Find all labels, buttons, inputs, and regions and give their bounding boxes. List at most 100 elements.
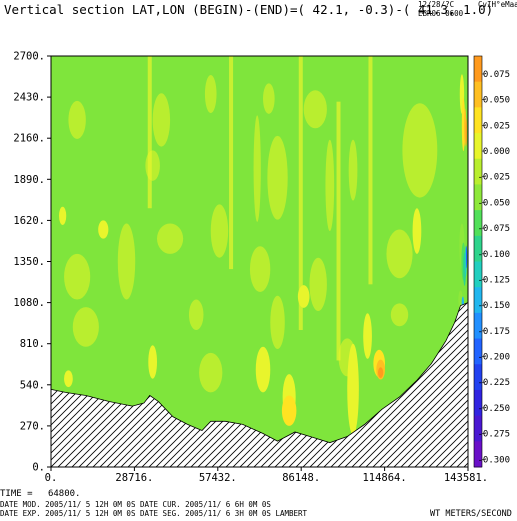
- colorbar-label-15: -0.300: [477, 455, 510, 465]
- contour-low-20: [188, 299, 204, 330]
- contour-high-29: [98, 220, 109, 239]
- contour-high-26: [363, 313, 372, 359]
- contour-low-10: [402, 103, 438, 198]
- contour-streak-1: [229, 56, 234, 270]
- y-tick-label-2: 540.: [20, 379, 45, 391]
- contour-low-14: [210, 204, 229, 258]
- x-tick-label-1: 28716.: [115, 472, 153, 484]
- y-tick-label-9: 2430.: [13, 92, 45, 104]
- x-tick-label-2: 57432.: [199, 472, 237, 484]
- contour-high-39: [461, 97, 466, 152]
- time-label: TIME =: [0, 489, 33, 499]
- colorbar-swatch-11: [474, 338, 482, 365]
- terrain-mask: [50, 302, 469, 468]
- stamp-date: 12/28/?C: [418, 0, 455, 9]
- x-tick-label-0: 0.: [45, 472, 58, 484]
- vertical-section-plot: 0. 270. 540. 810. 1080. 1350. 1620. 1890. 2160. 2…: [13, 51, 510, 485]
- contour-low-6: [267, 135, 288, 220]
- contour-low-21: [390, 303, 409, 327]
- contour-low-47: [458, 290, 463, 309]
- colorbar-label-14: -0.275: [477, 430, 510, 440]
- colorbar: 0.075 0.050 0.025 0.000 -0.025 -0.050 -0.075 -0…: [473, 55, 510, 468]
- colorbar-label-13: -0.250: [477, 404, 510, 414]
- colorbar-label-6: -0.075: [477, 224, 510, 234]
- contour-low-2: [152, 93, 171, 147]
- y-tick-label-10: 2700.: [13, 51, 45, 63]
- contour-low-12: [117, 223, 136, 300]
- contour-high-27: [412, 208, 422, 254]
- contour-high-34: [281, 395, 297, 426]
- contour-high-31: [255, 346, 271, 393]
- contour-high-37: [378, 367, 384, 378]
- colorbar-swatch-8: [474, 261, 482, 288]
- y-tick-label-7: 1890.: [13, 174, 45, 186]
- contour-low-5: [263, 83, 275, 114]
- y-tick-label-5: 1350.: [13, 256, 45, 268]
- contour-low-0: [68, 100, 86, 139]
- colorbar-label-9: -0.150: [477, 301, 510, 311]
- colorbar-swatch-10: [474, 312, 482, 340]
- contour-low-7: [303, 90, 327, 129]
- colorbar-swatch-3: [474, 133, 482, 160]
- stamp-user: CvIH°eMaa: [478, 0, 517, 9]
- contour-low-9: [348, 139, 358, 201]
- contour-low-13: [157, 223, 184, 254]
- contour-low-46: [466, 245, 468, 269]
- footer-info: TIME = 64800. DATE MOD. 2005/11/ 5 12H 0…: [0, 489, 308, 519]
- colorbar-label-1: 0.050: [483, 96, 510, 106]
- contour-low-19: [72, 307, 99, 347]
- colorbar-label-8: -0.125: [477, 275, 510, 285]
- x-tick-label-5: 143581.: [444, 472, 488, 484]
- colorbar-swatch-15: [474, 441, 482, 468]
- contour-low-16: [270, 295, 285, 350]
- chart-title: Vertical section LAT,LON (BEGIN)-(END)=(…: [4, 2, 494, 17]
- contour-low-1: [145, 150, 160, 181]
- y-tick-label-1: 270.: [20, 420, 45, 432]
- contour-low-15: [249, 246, 271, 292]
- colorbar-swatch-0: [474, 56, 482, 83]
- contour-high-25: [347, 343, 359, 436]
- colorbar-swatch-12: [474, 364, 482, 391]
- y-tick-label-3: 810.: [20, 338, 45, 350]
- contour-high-40: [464, 108, 467, 147]
- colorbar-label-11: -0.200: [477, 353, 510, 363]
- date-line-1: DATE MOD. 2005/11/ 5 12H 0M 0S DATE CUR.…: [0, 499, 271, 509]
- colorbar-label-2: 0.025: [483, 121, 510, 131]
- time-value: 64800.: [47, 489, 81, 499]
- colorbar-swatch-14: [474, 415, 482, 442]
- x-tick-label-3: 86148.: [282, 472, 320, 484]
- colorbar-label-7: -0.100: [477, 250, 510, 260]
- contour-high-33: [64, 370, 73, 388]
- stamp-run: EBR06 0600: [418, 9, 464, 18]
- contour-streak-0: [147, 56, 152, 209]
- colorbar-swatch-13: [474, 389, 482, 417]
- units-label: WT METERS/SECOND: [430, 509, 512, 519]
- colorbar-swatch-1: [474, 81, 482, 108]
- contour-streak-4: [368, 56, 373, 285]
- contour-streak-3: [336, 101, 341, 361]
- x-tick-label-4: 114864.: [362, 472, 406, 484]
- colorbar-label-4: -0.025: [477, 173, 510, 183]
- contour-low-3: [204, 75, 217, 114]
- contour-low-18: [386, 229, 413, 279]
- contour-low-4: [253, 115, 261, 222]
- colorbar-swatch-5: [474, 184, 482, 211]
- header-stamp: 12/28/?C EBR06 0600: [418, 0, 463, 18]
- contour-low-22: [199, 352, 223, 393]
- colorbar-swatch-7: [474, 235, 482, 262]
- colorbar-label-3: 0.000: [483, 147, 510, 157]
- y-tick-label-8: 2160.: [13, 133, 45, 145]
- x-axis: 0. 28716. 57432. 86148. 114864. 143581.: [45, 467, 488, 484]
- contour-high-28: [58, 206, 67, 225]
- colorbar-label-5: -0.050: [477, 198, 510, 208]
- contour-high-32: [148, 345, 158, 379]
- y-axis: 0. 270. 540. 810. 1080. 1350. 1620. 1890. 2160. 2…: [13, 51, 51, 474]
- colorbar-label-0: 0.075: [483, 70, 510, 80]
- contour-low-8: [325, 139, 335, 232]
- colorbar-swatch-6: [474, 210, 482, 237]
- date-line-2: DATE EXP. 2005/11/ 5 12H 0M 0S DATE SEG.…: [0, 509, 308, 518]
- colorbar-swatch-2: [474, 107, 482, 134]
- contour-low-17: [309, 257, 327, 311]
- y-tick-label-4: 1080.: [13, 297, 45, 309]
- y-tick-label-0: 0.: [32, 462, 45, 474]
